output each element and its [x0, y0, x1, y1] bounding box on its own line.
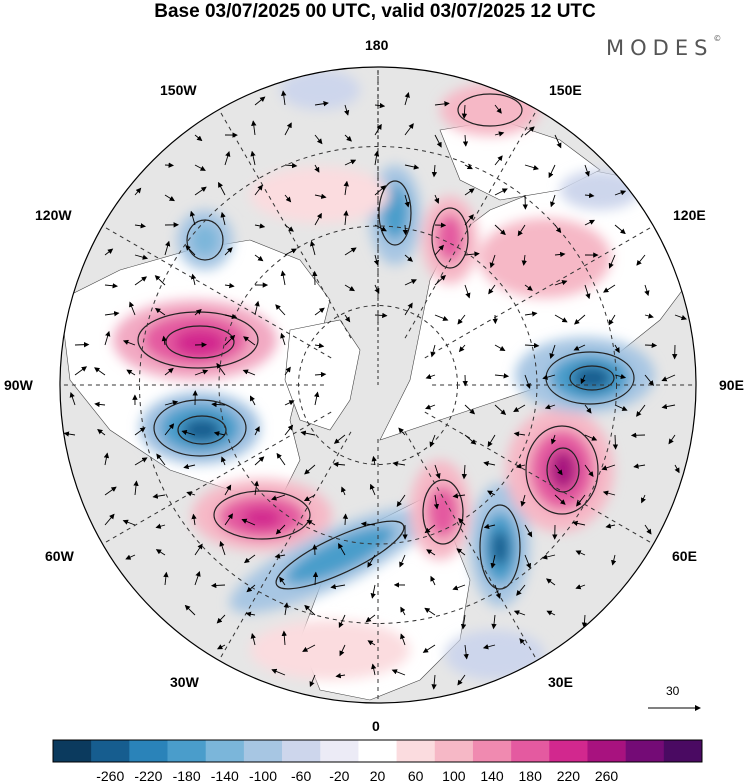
colorbar	[53, 740, 702, 762]
wind-vector-22	[165, 165, 173, 166]
lon-label-150w: 150W	[160, 82, 197, 98]
colorbar-tick-label: -100	[246, 768, 280, 784]
anomaly-pos-5	[479, 218, 611, 298]
lon-label-180: 180	[365, 37, 388, 53]
lon-label-150e: 150E	[549, 82, 582, 98]
colorbar-tick-label: -220	[131, 768, 165, 784]
colorbar-swatch-8	[358, 740, 396, 762]
colorbar-swatch-12	[511, 740, 549, 762]
lon-label-60w: 60W	[45, 548, 74, 564]
colorbar-swatch-13	[549, 740, 587, 762]
colorbar-swatch-15	[626, 740, 664, 762]
wind-vector-63	[405, 225, 406, 234]
wind-vector-250	[345, 514, 346, 525]
colorbar-tick-label: 220	[551, 768, 585, 784]
colorbar-tick-label: -140	[208, 768, 242, 784]
colorbar-tick-label: 260	[590, 768, 624, 784]
wind-vector-200	[615, 435, 616, 449]
colorbar-swatch-9	[397, 740, 435, 762]
colorbar-tick-label: -180	[170, 768, 204, 784]
colorbar-swatch-4	[206, 740, 244, 762]
colorbar-swatch-0	[53, 740, 91, 762]
anomaly-pos-8	[250, 167, 390, 223]
anomaly-neg-9	[445, 630, 545, 680]
lon-label-90e: 90E	[719, 377, 744, 393]
lon-label-60e: 60E	[672, 548, 697, 564]
colorbar-swatch-16	[664, 740, 702, 762]
lon-label-0: 0	[372, 718, 380, 734]
wind-vector-145	[645, 345, 656, 346]
lon-label-30w: 30W	[170, 674, 199, 690]
colorbar-swatch-3	[168, 740, 206, 762]
colorbar-tick-label: 100	[437, 768, 471, 784]
colorbar-tick-label: 140	[475, 768, 509, 784]
vector-scale-label: 30	[666, 684, 679, 698]
colorbar-swatch-7	[320, 740, 358, 762]
wind-vector-267	[315, 545, 316, 555]
lon-label-90w: 90W	[4, 377, 33, 393]
colorbar-tick-label: 20	[361, 768, 395, 784]
colorbar-tick-label: 180	[513, 768, 547, 784]
colorbar-swatch-1	[91, 740, 129, 762]
colorbar-swatch-10	[435, 740, 473, 762]
anomaly-pos-7	[440, 84, 540, 136]
lon-label-120w: 120W	[35, 207, 72, 223]
colorbar-tick-label: -20	[322, 768, 356, 784]
wind-vector-129	[75, 345, 89, 346]
lon-label-120e: 120E	[673, 207, 706, 223]
anomaly-neg-8	[560, 170, 640, 210]
colorbar-swatch-2	[129, 740, 167, 762]
colorbar-tick-label: -260	[93, 768, 127, 784]
colorbar-swatch-6	[282, 740, 320, 762]
anomaly-pos-9	[250, 620, 410, 680]
colorbar-tick-label: 60	[399, 768, 433, 784]
colorbar-tick-label: -60	[284, 768, 318, 784]
colorbar-swatch-11	[473, 740, 511, 762]
colorbar-swatch-5	[244, 740, 282, 762]
lon-label-30e: 30E	[548, 674, 573, 690]
colorbar-swatch-14	[587, 740, 625, 762]
